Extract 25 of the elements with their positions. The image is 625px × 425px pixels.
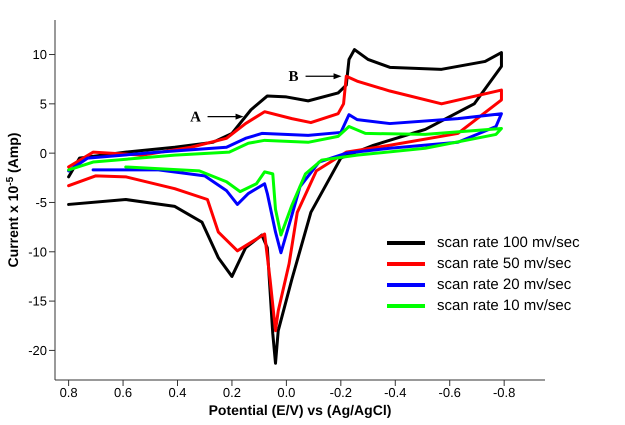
x-tick-label: -0.2 bbox=[330, 385, 352, 400]
x-tick-label: 0.0 bbox=[277, 385, 296, 400]
x-tick-label: 0.4 bbox=[168, 385, 187, 400]
y-tick-label: 0 bbox=[40, 146, 47, 161]
legend-label: scan rate 100 mv/sec bbox=[437, 234, 580, 251]
x-tick-label: -0.4 bbox=[384, 385, 406, 400]
y-tick-label: 10 bbox=[32, 47, 47, 62]
legend-label: scan rate 50 mv/sec bbox=[437, 255, 572, 272]
y-tick-label: 5 bbox=[40, 96, 47, 112]
legend-label: scan rate 20 mv/sec bbox=[437, 276, 572, 293]
line-series bbox=[67, 112, 503, 254]
y-tick-label: -20 bbox=[28, 343, 47, 358]
line-series bbox=[67, 125, 503, 237]
annotation: A bbox=[190, 110, 202, 126]
y-tick-label: -10 bbox=[28, 244, 47, 260]
x-tick-label: 0.8 bbox=[60, 385, 78, 400]
y-tick-label: -15 bbox=[28, 294, 47, 309]
x-tick-label: 0.2 bbox=[222, 385, 241, 400]
legend-label: scan rate 10 mv/sec bbox=[437, 297, 572, 314]
y-tick-label: -5 bbox=[35, 195, 47, 210]
x-tick-label: 0.6 bbox=[114, 385, 132, 400]
annotation: B bbox=[288, 69, 299, 86]
x-tick-label: -0.6 bbox=[438, 385, 461, 400]
x-axis-title: Potential (E/V) vs (Ag/AgCl) bbox=[208, 402, 392, 418]
x-tick-label: -0.8 bbox=[492, 385, 516, 400]
